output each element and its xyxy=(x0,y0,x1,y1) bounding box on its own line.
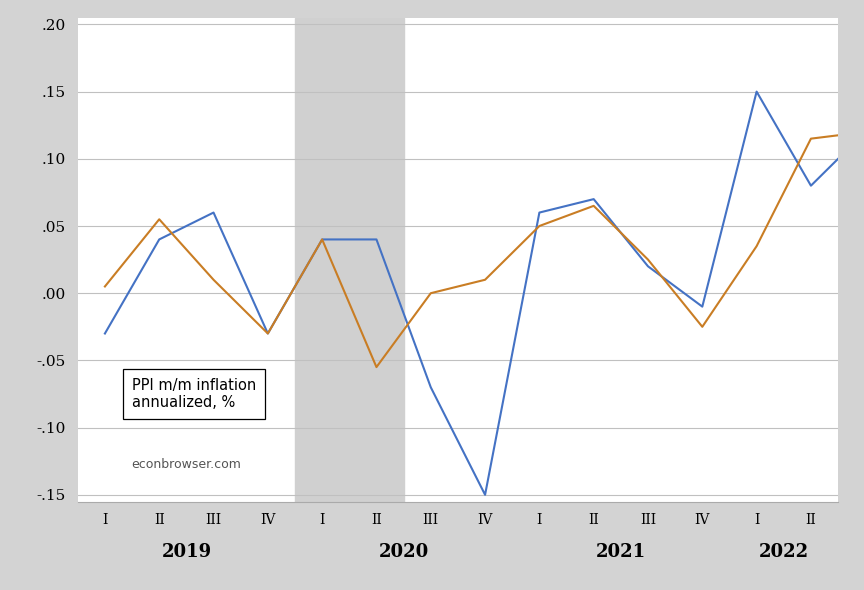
Text: 2021: 2021 xyxy=(596,543,646,561)
Bar xyxy=(295,18,403,501)
Text: econbrowser.com: econbrowser.com xyxy=(131,458,241,471)
Text: 2019: 2019 xyxy=(162,543,212,561)
Text: 2020: 2020 xyxy=(378,543,429,561)
Text: 2022: 2022 xyxy=(759,543,809,561)
Text: PPI m/m inflation
annualized, %: PPI m/m inflation annualized, % xyxy=(132,378,257,410)
